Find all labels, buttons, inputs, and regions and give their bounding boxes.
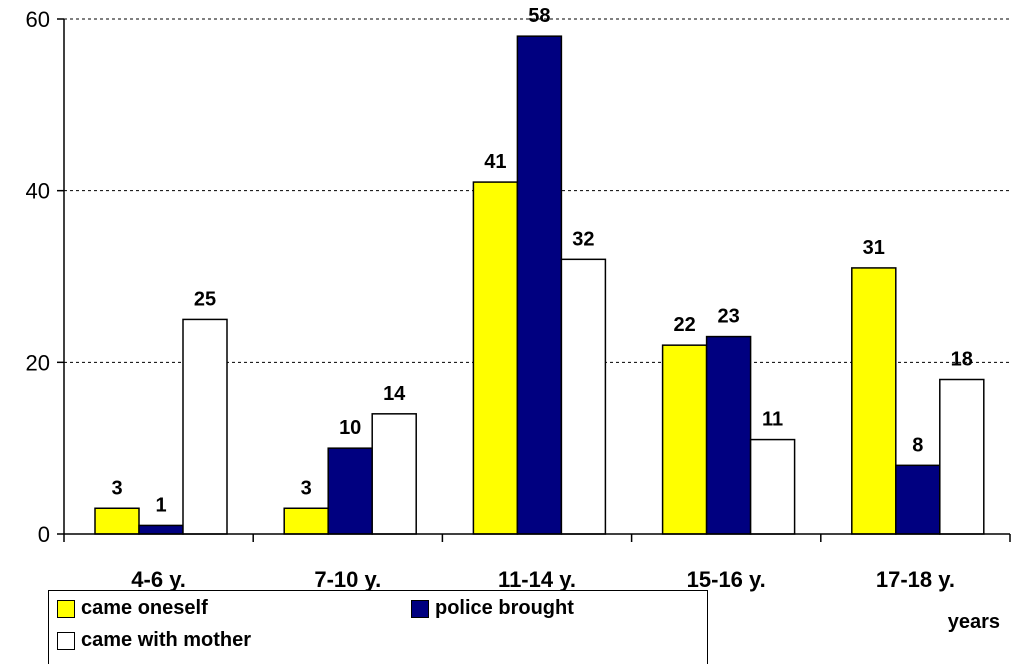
category-label: 11-14 y. — [498, 567, 576, 592]
legend-item-came-with-mother: came with mother — [57, 629, 251, 652]
bar — [939, 378, 985, 535]
y-tick-label: 0 — [38, 522, 50, 547]
legend-item-came-oneself: came oneself — [57, 597, 208, 620]
data-labels: 3 3 41 22 31 1 10 58 23 8 25 14 32 11 18 — [111, 5, 972, 516]
data-label: 3 — [301, 477, 312, 499]
data-label: 32 — [572, 228, 594, 250]
y-tick-label: 60 — [26, 7, 50, 32]
data-label: 8 — [912, 434, 923, 456]
legend-item-police-brought: police brought — [411, 597, 574, 620]
data-label: 10 — [339, 417, 361, 439]
data-label: 23 — [717, 306, 739, 328]
y-tick-label: 40 — [26, 179, 50, 204]
legend-swatch — [411, 599, 429, 618]
y-tick-label: 20 — [26, 350, 50, 375]
bar — [283, 507, 329, 535]
bar — [327, 447, 373, 535]
legend-label: police brought — [435, 597, 574, 619]
axes — [57, 18, 1011, 542]
data-label: 25 — [194, 288, 216, 310]
legend-label: came oneself — [81, 597, 208, 619]
category-label: 17-18 y. — [876, 567, 955, 592]
data-label: 22 — [673, 314, 695, 336]
bar — [851, 267, 897, 535]
data-label: 1 — [155, 494, 166, 516]
data-label: 14 — [383, 383, 406, 405]
bar — [94, 507, 140, 535]
bar — [371, 413, 417, 535]
legend-swatch — [57, 599, 75, 618]
bar — [182, 318, 228, 535]
bar — [749, 438, 796, 535]
data-label: 3 — [111, 477, 122, 499]
data-label: 31 — [863, 237, 885, 259]
category-label: 15-16 y. — [687, 567, 766, 592]
category-label: 7-10 y. — [314, 567, 381, 592]
x-axis-label: years — [948, 611, 1000, 633]
category-labels: 4-6 y. 7-10 y. 11-14 y. 15-16 y. 17-18 y. — [131, 567, 955, 592]
legend-swatch — [57, 631, 75, 650]
data-label: 58 — [528, 5, 550, 27]
category-label: 4-6 y. — [131, 567, 186, 592]
y-tick-labels: 0 20 40 60 — [26, 7, 50, 547]
bar — [895, 464, 941, 535]
bar — [560, 258, 607, 535]
bar — [661, 344, 708, 535]
data-label: 11 — [762, 409, 783, 431]
bar — [138, 524, 184, 535]
data-label: 18 — [951, 349, 973, 371]
legend-label: came with mother — [81, 629, 252, 651]
bar — [705, 335, 752, 535]
bar — [516, 35, 563, 535]
data-label: 41 — [484, 151, 506, 173]
bar — [472, 181, 519, 535]
bars — [94, 35, 985, 535]
legend: came oneself police brought came with mo… — [48, 590, 708, 664]
